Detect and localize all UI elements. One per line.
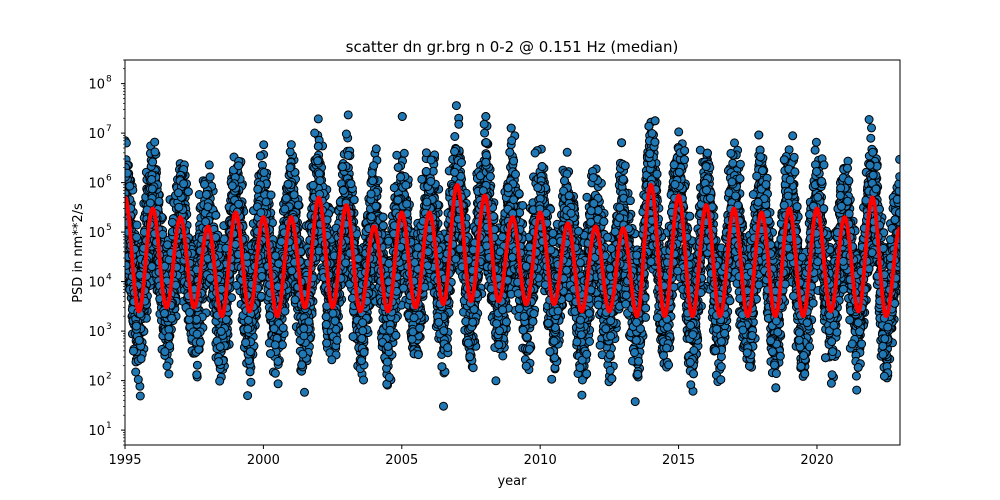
scatter-point [547,374,557,384]
scatter-point [204,160,214,170]
scatter-point [313,114,323,124]
scatter-point [164,369,174,379]
scatter-point [827,370,837,380]
scatter-point [730,138,739,148]
scatter-point [343,110,353,120]
scatter-point [300,387,309,397]
scatter-point [674,127,684,137]
scatter-point [479,119,489,129]
scatter-point [811,137,821,147]
chart-title: scatter dn gr.brg n 0-2 @ 0.151 Hz (medi… [346,38,679,56]
scatter-point [852,385,862,395]
scatter-point [451,101,461,111]
scatter-point [399,148,409,158]
scatter-point [243,391,253,401]
